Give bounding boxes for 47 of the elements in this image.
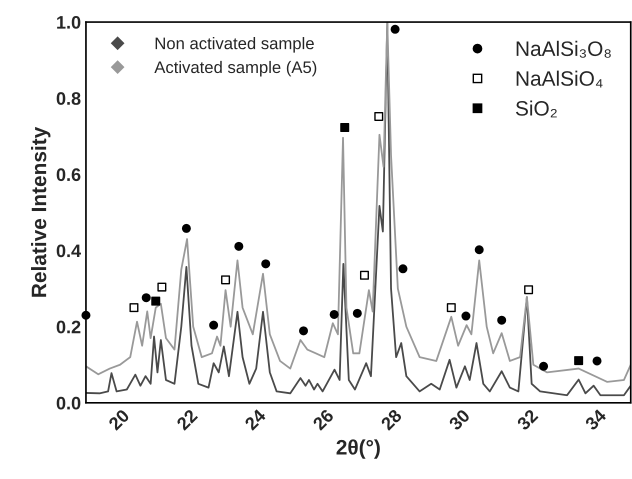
point xyxy=(390,24,400,34)
x-tick-label: 22 xyxy=(176,408,198,431)
y-tick-label: 0.2 xyxy=(56,320,80,334)
point xyxy=(261,259,270,268)
point xyxy=(157,282,166,292)
point xyxy=(461,312,470,321)
point xyxy=(474,245,484,254)
point xyxy=(374,112,384,121)
point xyxy=(398,264,408,274)
x-axis-title: 2θ(°) xyxy=(336,439,380,459)
x-tick-label: 28 xyxy=(380,408,403,431)
x-tick-label: 24 xyxy=(244,408,267,431)
point xyxy=(129,303,138,312)
point xyxy=(574,356,584,366)
y-tick-label: 0.6 xyxy=(56,168,80,182)
x-tick-label: 32 xyxy=(516,408,539,431)
point xyxy=(539,362,548,371)
point xyxy=(340,123,350,132)
point xyxy=(497,316,506,325)
point xyxy=(209,320,218,330)
point xyxy=(446,303,456,312)
y-tick-label: 1.0 xyxy=(57,16,80,29)
legend-label: NaAlSiO₄ xyxy=(516,70,603,88)
point xyxy=(142,293,151,302)
legend-label: Non activated sample xyxy=(156,37,314,53)
x-tick-label: 30 xyxy=(448,408,471,431)
point xyxy=(592,356,602,366)
x-tick-label: 20 xyxy=(108,408,130,431)
y-tick-label: 0.0 xyxy=(56,396,80,410)
y-tick-label: 0.8 xyxy=(56,92,81,105)
point xyxy=(352,308,362,318)
point xyxy=(360,270,369,280)
point xyxy=(524,285,534,294)
point xyxy=(299,326,308,336)
x-tick-label: 26 xyxy=(312,408,334,431)
point xyxy=(182,224,191,233)
point xyxy=(81,310,90,320)
x-tick-label: 34 xyxy=(584,408,608,431)
point xyxy=(330,310,339,319)
point xyxy=(151,296,160,306)
legend-label: SiO₂ xyxy=(516,100,557,118)
point xyxy=(234,242,244,251)
legend-label: Activated sample (A5) xyxy=(154,60,316,76)
legend-label: NaAlSi₃O₈ xyxy=(516,40,611,58)
y-tick-label: 0.4 xyxy=(56,244,81,258)
y-axis-title: Relative Intensity xyxy=(31,126,50,297)
point xyxy=(221,275,230,284)
